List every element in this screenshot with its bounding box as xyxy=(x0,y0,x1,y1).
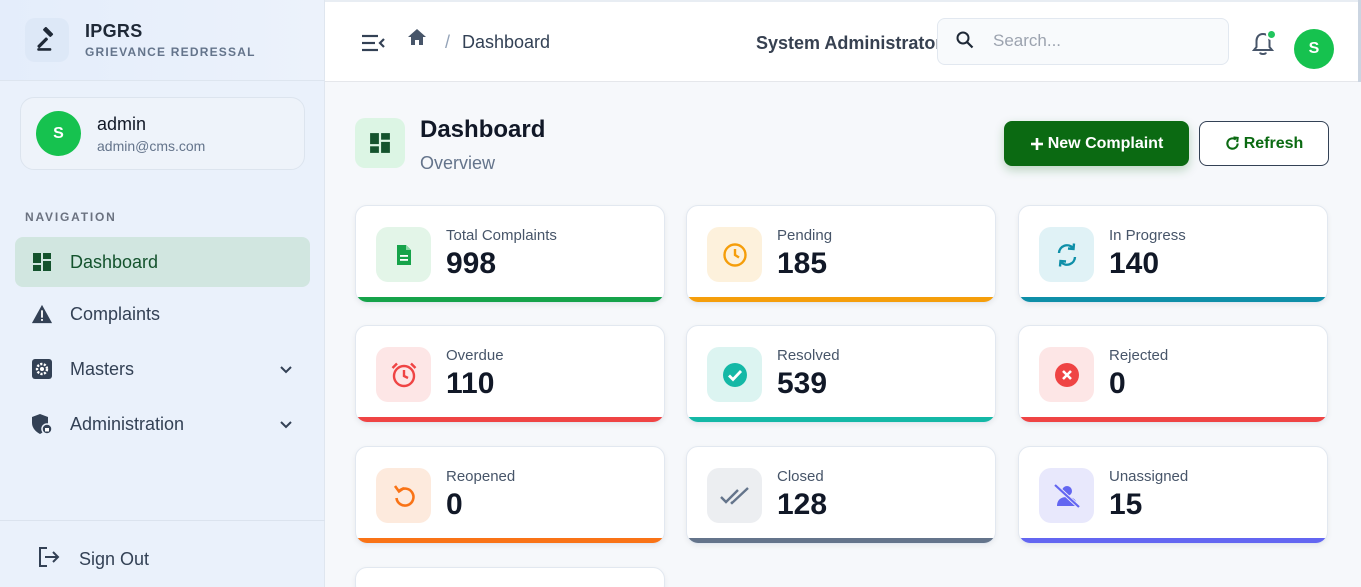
stat-bar xyxy=(1019,538,1327,543)
stat-card-total[interactable]: Total Complaints 998 xyxy=(355,205,665,303)
notification-dot xyxy=(1266,29,1277,40)
stat-value: 15 xyxy=(1109,488,1143,521)
chevron-down-icon xyxy=(280,361,292,379)
stat-value: 110 xyxy=(446,367,495,400)
sidebar-item-masters[interactable]: Masters xyxy=(15,344,310,394)
warning-triangle-icon xyxy=(31,303,53,325)
stat-bar xyxy=(356,417,664,422)
stat-bar xyxy=(356,538,664,543)
stat-value: 0 xyxy=(1109,367,1126,400)
menu-collapse-icon[interactable] xyxy=(361,34,385,57)
refresh-label: Refresh xyxy=(1243,134,1304,152)
clock-icon xyxy=(707,227,762,282)
header-avatar[interactable]: S xyxy=(1294,29,1334,69)
stat-bar xyxy=(1019,417,1327,422)
stat-card-pending[interactable]: Pending 185 xyxy=(686,205,996,303)
stat-bar xyxy=(687,297,995,302)
user-email: admin@cms.com xyxy=(97,137,206,154)
sign-out-button[interactable]: Sign Out xyxy=(38,547,149,572)
sidebar-item-dashboard[interactable]: Dashboard xyxy=(15,237,310,287)
sidebar-item-administration[interactable]: Administration xyxy=(15,399,310,449)
stat-bar xyxy=(687,538,995,543)
stat-label: Resolved xyxy=(777,347,840,364)
nav-heading: NAVIGATION xyxy=(25,210,117,224)
search-input[interactable] xyxy=(993,31,1213,51)
stat-label: Pending xyxy=(777,227,833,244)
stat-label: Total Complaints xyxy=(446,227,557,244)
stat-card-unassigned[interactable]: Unassigned 15 xyxy=(1018,446,1328,544)
x-circle-icon xyxy=(1039,347,1094,402)
stat-value: 998 xyxy=(446,247,497,280)
stat-bar xyxy=(1019,297,1327,302)
stat-value: 539 xyxy=(777,367,828,400)
search-box xyxy=(937,18,1229,65)
app-subtitle: GRIEVANCE REDRESSAL xyxy=(85,45,256,59)
sidebar: IPGRS GRIEVANCE REDRESSAL S admin admin@… xyxy=(0,0,325,587)
double-check-icon xyxy=(707,468,762,523)
gavel-icon xyxy=(25,18,69,62)
shield-lock-icon xyxy=(31,413,53,435)
brand: IPGRS GRIEVANCE REDRESSAL xyxy=(0,0,324,81)
user-role: System Administrator xyxy=(756,33,943,53)
stat-card-partial[interactable] xyxy=(355,567,665,587)
search-icon xyxy=(956,31,974,54)
user-name: admin xyxy=(97,113,147,134)
stat-card-overdue[interactable]: Overdue 110 xyxy=(355,325,665,423)
stat-label: Closed xyxy=(777,468,824,485)
sign-out-icon xyxy=(38,547,60,572)
alarm-clock-icon xyxy=(376,347,431,402)
stat-value: 185 xyxy=(777,247,828,280)
stat-label: Unassigned xyxy=(1109,468,1189,485)
stat-value: 128 xyxy=(777,488,828,521)
stat-label: In Progress xyxy=(1109,227,1186,244)
sign-out-label: Sign Out xyxy=(79,549,150,569)
new-complaint-label: New Complaint xyxy=(1047,134,1164,152)
stat-card-reopened[interactable]: Reopened 0 xyxy=(355,446,665,544)
page-subtitle: Overview xyxy=(420,153,496,173)
stat-card-resolved[interactable]: Resolved 539 xyxy=(686,325,996,423)
stat-value: 140 xyxy=(1109,247,1160,280)
document-icon xyxy=(376,227,431,282)
sidebar-item-label: Dashboard xyxy=(70,251,159,272)
breadcrumb-current: Dashboard xyxy=(462,32,551,52)
sync-icon xyxy=(1039,227,1094,282)
stat-card-in-progress[interactable]: In Progress 140 xyxy=(1018,205,1328,303)
sidebar-item-label: Masters xyxy=(70,358,135,379)
user-slash-icon xyxy=(1039,468,1094,523)
stat-card-rejected[interactable]: Rejected 0 xyxy=(1018,325,1328,423)
avatar: S xyxy=(36,111,81,156)
undo-icon xyxy=(376,468,431,523)
new-complaint-button[interactable]: New Complaint xyxy=(1004,121,1189,166)
sidebar-item-label: Complaints xyxy=(70,303,161,324)
stat-label: Reopened xyxy=(446,468,516,485)
gear-box-icon xyxy=(31,358,53,380)
stat-value: 0 xyxy=(446,488,463,521)
sidebar-item-label: Administration xyxy=(70,413,185,434)
stat-bar xyxy=(356,297,664,302)
plus-icon xyxy=(1030,137,1044,151)
sidebar-item-complaints[interactable]: Complaints xyxy=(15,289,310,339)
refresh-icon xyxy=(1225,136,1240,151)
stat-card-closed[interactable]: Closed 128 xyxy=(686,446,996,544)
chevron-down-icon xyxy=(280,416,292,434)
stat-label: Rejected xyxy=(1109,347,1169,364)
app-title: IPGRS xyxy=(85,21,143,41)
sidebar-footer: Sign Out xyxy=(0,520,325,587)
dashboard-grid-icon xyxy=(31,251,53,273)
stat-bar xyxy=(687,417,995,422)
page-title: Dashboard xyxy=(420,116,546,143)
refresh-button[interactable]: Refresh xyxy=(1199,121,1329,166)
stat-label: Overdue xyxy=(446,347,504,364)
breadcrumb-separator: / xyxy=(445,32,451,52)
dashboard-grid-icon xyxy=(355,118,405,168)
check-circle-icon xyxy=(707,347,762,402)
user-card: S admin admin@cms.com xyxy=(20,97,305,170)
home-icon[interactable] xyxy=(407,28,427,51)
top-header: / Dashboard System Administrator S xyxy=(325,0,1361,82)
scrollbar[interactable] xyxy=(1358,0,1361,82)
